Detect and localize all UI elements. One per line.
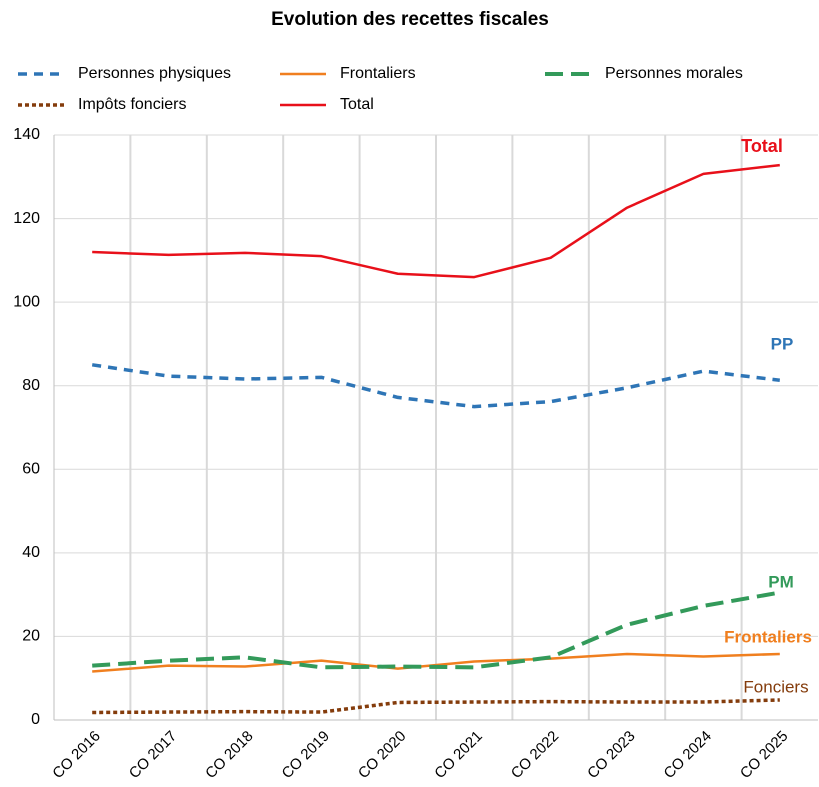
- annotation: Frontaliers: [724, 627, 812, 646]
- annotation: Total: [741, 136, 783, 156]
- series-line: [92, 698, 780, 715]
- y-tick-label: 120: [13, 210, 40, 227]
- legend-label: Personnes physiques: [78, 65, 231, 82]
- annotation: PM: [768, 572, 794, 591]
- x-tick-label: CO 2017: [126, 728, 180, 782]
- x-tick-label: CO 2025: [737, 728, 791, 782]
- annotation: Fonciers: [743, 677, 808, 696]
- y-tick-label: 100: [13, 293, 40, 310]
- x-tick-label: CO 2019: [279, 728, 333, 782]
- y-tick-label: 40: [22, 544, 40, 561]
- legend-label: Total: [340, 96, 374, 113]
- x-tick-label: CO 2021: [431, 728, 485, 782]
- y-tick-label: 140: [13, 126, 40, 143]
- y-tick-label: 80: [22, 377, 40, 394]
- annotation: PP: [771, 334, 794, 353]
- legend-label: Frontaliers: [340, 65, 416, 82]
- x-tick-label: CO 2020: [355, 728, 409, 782]
- legend-label: Impôts fonciers: [78, 96, 186, 113]
- chart-title: Evolution des recettes fiscales: [271, 9, 549, 30]
- series-line: [92, 590, 781, 670]
- x-tick-label: CO 2023: [584, 728, 638, 782]
- series-line: [92, 163, 780, 279]
- y-tick-label: 60: [22, 461, 40, 478]
- x-tick-label: CO 2018: [202, 728, 256, 782]
- x-tick-label: CO 2024: [661, 728, 715, 782]
- y-tick-label: 20: [22, 628, 40, 645]
- x-tick-label: CO 2022: [508, 728, 562, 782]
- series-line: [91, 363, 781, 409]
- legend-label: Personnes morales: [605, 65, 743, 82]
- x-tick-label: CO 2016: [49, 728, 103, 782]
- y-tick-label: 0: [31, 711, 40, 728]
